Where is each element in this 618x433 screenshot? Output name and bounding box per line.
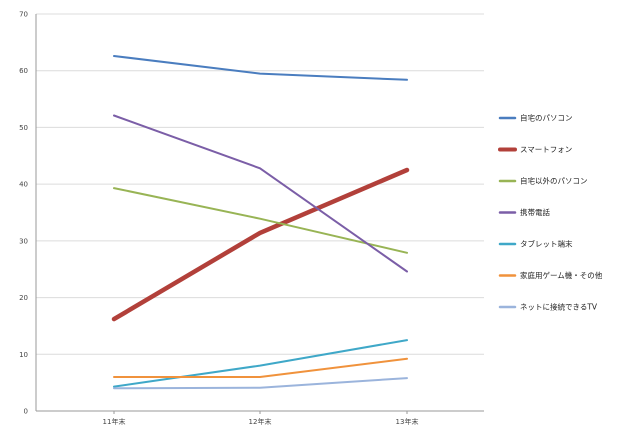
series-line-6 — [113, 377, 408, 390]
y-tick-label: 20 — [19, 294, 28, 302]
series-line-0 — [113, 55, 408, 81]
legend-label-4: タブレット端末 — [520, 239, 573, 249]
legend-label-2: 自宅以外のパソコン — [520, 176, 588, 186]
series-line-4 — [113, 339, 408, 388]
series-line-3 — [113, 114, 408, 273]
y-tick-label: 40 — [19, 181, 28, 189]
x-tick-label: 13年末 — [396, 417, 419, 426]
y-tick-label: 60 — [19, 67, 28, 75]
series-line-2 — [113, 187, 408, 254]
y-tick-label: 30 — [19, 237, 28, 245]
series-line-1 — [111, 167, 410, 322]
legend-label-3: 携帯電話 — [520, 207, 550, 217]
x-tick-label: 12年末 — [249, 417, 272, 426]
y-tick-label: 0 — [24, 408, 28, 416]
x-tick-label: 11年末 — [103, 417, 126, 426]
series-lines — [111, 55, 410, 390]
legend-label-6: ネットに接続できるTV — [520, 302, 598, 312]
y-tick-label: 10 — [19, 351, 28, 359]
gridlines — [36, 13, 484, 412]
axes: 0 10 20 30 40 50 60 70 11年末 12年末 13年末 — [19, 11, 418, 427]
legend-label-5: 家庭用ゲーム機・その他 — [520, 270, 603, 280]
series-line-5 — [113, 357, 408, 378]
legend-label-1: スマートフォン — [520, 145, 572, 154]
y-tick-label: 50 — [19, 124, 28, 132]
legend: 自宅のパソコンスマートフォン自宅以外のパソコン携帯電話タブレット端末家庭用ゲーム… — [498, 113, 603, 312]
y-tick-label: 70 — [19, 11, 28, 19]
legend-label-0: 自宅のパソコン — [520, 113, 573, 123]
